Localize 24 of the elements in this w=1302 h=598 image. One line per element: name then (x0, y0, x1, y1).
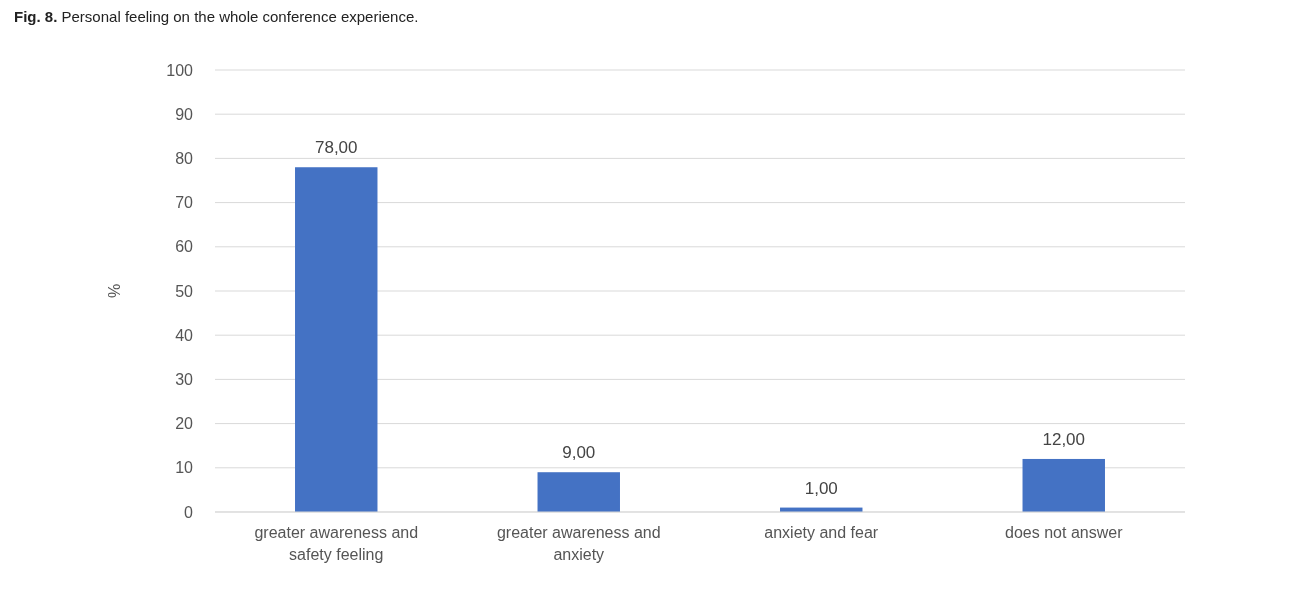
y-tick-label: 60 (175, 238, 194, 256)
y-tick-label: 70 (175, 194, 194, 212)
bar (1022, 458, 1105, 512)
y-tick-label: 30 (175, 371, 194, 388)
chart-title: Fig. 8. Personal feeling on the whole conference experience. (14, 8, 419, 25)
x-tick-label: greater awareness and anxiety (496, 524, 661, 563)
x-tick-label: does not answer (1005, 524, 1124, 541)
y-tick-label: 50 (175, 282, 194, 300)
y-tick-label: 80 (175, 150, 194, 167)
x-tick-label: greater awareness and safety feeling (254, 524, 419, 563)
data-label: 1,00 (804, 478, 838, 498)
y-tick-label: 90 (175, 105, 194, 123)
data-label: 78,00 (314, 138, 358, 158)
y-tick-label: 40 (175, 326, 194, 344)
data-label: 12,00 (1042, 429, 1086, 449)
bar (295, 167, 378, 512)
y-tick-label: 100 (166, 61, 194, 79)
y-tick-label: 20 (175, 415, 194, 433)
y-tick-label: 0 (184, 503, 194, 521)
x-tick-label: anxiety and fear (764, 524, 879, 541)
data-label: 9,00 (562, 443, 596, 463)
bar (537, 472, 620, 512)
y-tick-label: 10 (175, 459, 194, 477)
y-axis-title: % (106, 283, 123, 299)
